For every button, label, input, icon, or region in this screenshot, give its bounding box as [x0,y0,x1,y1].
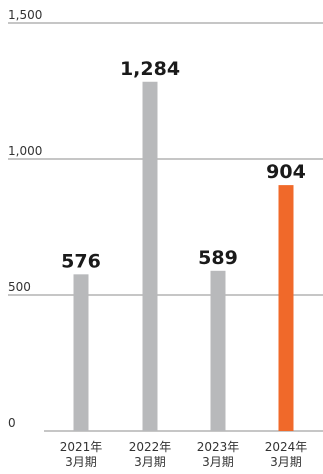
x-tick-label: 2021年 [60,440,103,454]
y-tick-label: 0 [8,416,16,430]
bar [210,270,226,431]
x-tick-label: 3月期 [65,455,97,469]
gridlines [8,22,323,432]
value-label: 576 [61,250,101,272]
value-label: 1,284 [120,58,180,80]
value-label: 589 [198,247,238,269]
y-axis-tick-labels: 0 500 1,000 1,500 [8,8,42,430]
y-tick-label: 1,000 [8,144,42,158]
value-label: 904 [266,161,306,183]
bar [142,81,158,431]
x-tick-label: 2023年 [197,440,240,454]
x-tick-label: 2024年 [265,440,308,454]
bar [73,274,89,431]
y-tick-label: 500 [8,280,31,294]
value-labels: 576 1,284 589 904 [61,58,306,273]
bar [278,185,294,431]
x-tick-label: 3月期 [134,455,166,469]
x-tick-label: 3月期 [270,455,302,469]
bars [73,81,294,431]
x-tick-label: 2022年 [129,440,172,454]
y-tick-label: 1,500 [8,8,42,22]
x-tick-label: 3月期 [202,455,234,469]
